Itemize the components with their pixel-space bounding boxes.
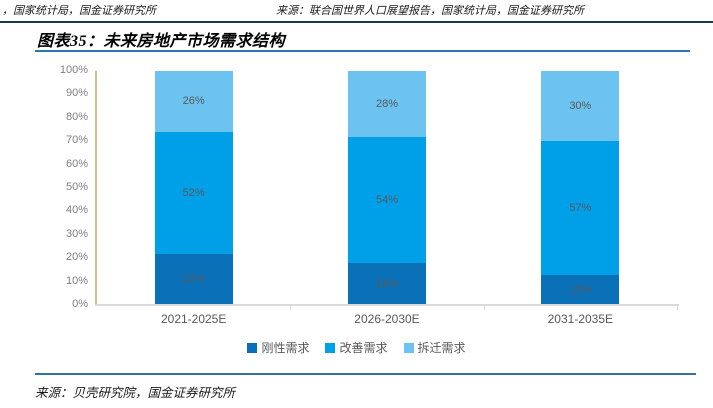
data-label: 57% — [569, 201, 592, 214]
bar-segment-拆迁需求: 30% — [541, 71, 620, 142]
bar-segment-刚性需求: 18% — [348, 262, 426, 305]
footer-source: 来源：贝壳研究院，国金证券研究所 — [35, 386, 236, 400]
data-label: 28% — [375, 97, 399, 110]
y-axis-tick-label: 80% — [65, 110, 88, 123]
chart-legend: 刚性需求 改善需求 拆迁需求 — [0, 339, 713, 356]
bottom-divider — [35, 373, 696, 375]
y-axis-tick-label: 30% — [65, 227, 88, 240]
data-label: 18% — [375, 277, 399, 290]
x-axis-tick — [290, 305, 292, 310]
legend-label: 拆迁需求 — [417, 341, 466, 355]
legend-item: 拆迁需求 — [403, 339, 466, 356]
legend-swatch — [247, 342, 258, 353]
stacked-bar: 18% 54% 28% — [348, 71, 426, 305]
legend-swatch — [325, 342, 336, 353]
bar-segment-刚性需求: 22% — [154, 253, 233, 305]
x-axis-tick — [483, 305, 485, 310]
x-axis-label: 2026-2030E — [354, 312, 420, 326]
data-label: 13% — [569, 283, 592, 296]
header-left-source: ，国家统计局，国金证券研究所 — [2, 5, 156, 17]
y-axis-tick-label: 20% — [65, 251, 88, 264]
legend-swatch — [403, 342, 414, 353]
figure-title: 图表35：未来房地产市场需求结构 — [37, 33, 286, 50]
header-right-source: 来源：联合国世界人口展望报告，国家统计局，国金证券研究所 — [276, 5, 584, 17]
bar-segment-刚性需求: 13% — [541, 274, 620, 305]
data-label: 30% — [569, 100, 592, 113]
y-axis-tick-label: 50% — [65, 181, 88, 193]
y-axis-tick-label: 40% — [65, 204, 88, 217]
legend-item: 改善需求 — [325, 339, 388, 356]
x-axis-tick — [677, 305, 678, 310]
y-axis-tick-label: 70% — [65, 134, 88, 147]
y-axis-tick-label: 0% — [72, 298, 88, 310]
legend-label: 刚性需求 — [261, 341, 310, 355]
plot-area: 22% 52% 26% 18% 54% 28% 13% 57% 30% — [97, 71, 677, 305]
bar-segment-拆迁需求: 28% — [348, 71, 426, 137]
title-underline — [35, 50, 690, 52]
y-axis-line — [95, 71, 97, 305]
bar-segment-改善需求: 57% — [541, 141, 620, 275]
y-axis-tick-label: 90% — [65, 87, 88, 100]
x-axis-line — [95, 304, 679, 306]
stacked-bar: 13% 57% 30% — [541, 71, 620, 305]
legend-item: 刚性需求 — [247, 339, 309, 356]
x-axis-label: 2031-2035E — [547, 312, 614, 326]
data-label: 54% — [375, 193, 399, 206]
data-label: 22% — [182, 273, 205, 286]
bar-segment-拆迁需求: 26% — [154, 71, 233, 132]
y-axis-tick-label: 10% — [65, 274, 88, 287]
data-label: 26% — [182, 95, 205, 108]
data-label: 52% — [182, 186, 205, 199]
x-axis-label: 2021-2025E — [160, 312, 227, 326]
y-axis-tick-label: 100% — [59, 64, 88, 76]
bar-segment-改善需求: 52% — [154, 131, 233, 254]
y-axis-tick-label: 60% — [65, 157, 88, 170]
bar-segment-改善需求: 54% — [348, 136, 426, 263]
legend-label: 改善需求 — [339, 341, 388, 355]
top-divider — [0, 21, 713, 23]
stacked-bar: 22% 52% 26% — [154, 71, 233, 305]
